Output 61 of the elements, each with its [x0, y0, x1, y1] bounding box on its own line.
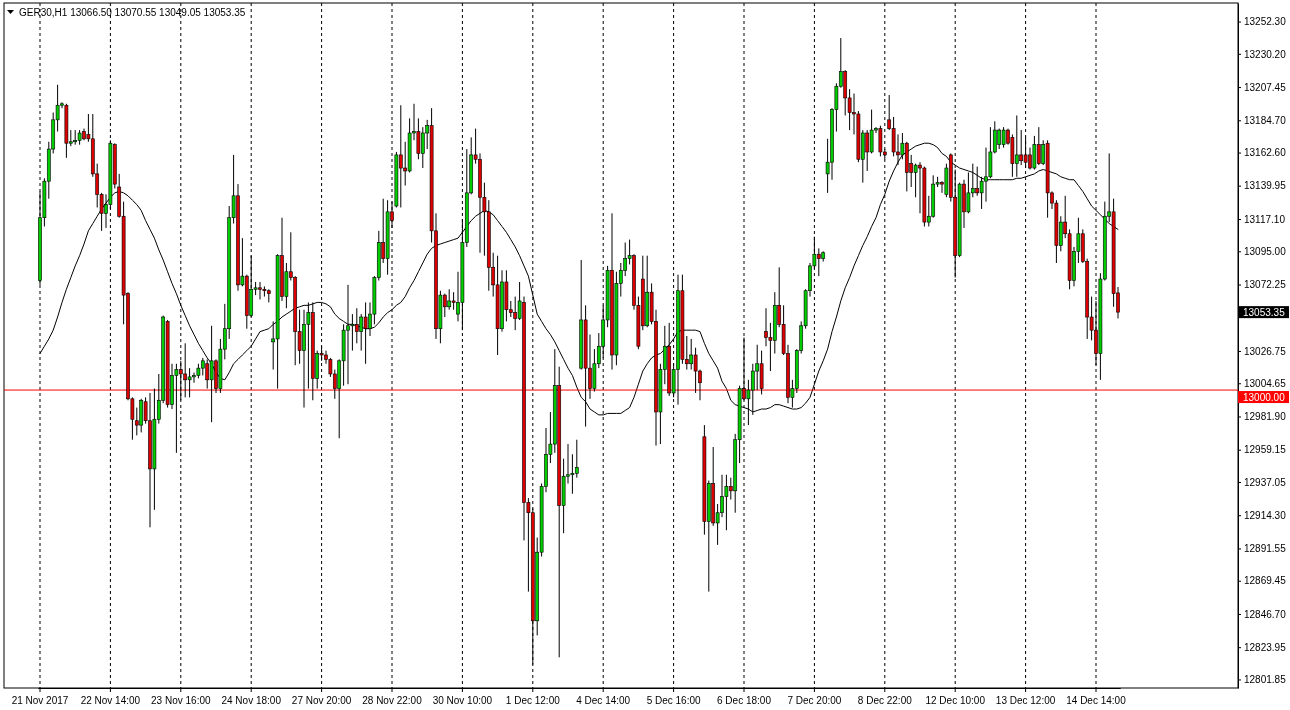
y-tick-label: 13139.95: [1244, 180, 1287, 192]
candlestick: [724, 474, 729, 531]
y-tick-label: 13117.10: [1244, 213, 1286, 225]
y-tick-label: 12914.30: [1244, 509, 1287, 521]
x-tick-label: 30 Nov 10:00: [432, 695, 493, 706]
candlestick: [1001, 126, 1006, 149]
candlestick: [513, 296, 518, 331]
y-tick-label: 12891.55: [1244, 543, 1287, 555]
x-tick-label: 1 Dec 12:00: [505, 695, 561, 706]
y-tick-label: 13026.75: [1244, 345, 1287, 357]
candlestick: [975, 166, 980, 197]
y-tick-label: 13095.00: [1244, 245, 1287, 257]
candlestick: [187, 367, 192, 398]
x-tick-label: 14 Dec 14:00: [1066, 695, 1127, 706]
y-tick-label: 13162.60: [1244, 147, 1287, 159]
candlestick: [420, 126, 425, 169]
y-tick-label: 12937.05: [1244, 476, 1287, 488]
y-tick-label: 12823.95: [1244, 641, 1287, 653]
x-tick-label: 27 Nov 20:00: [291, 695, 352, 706]
x-tick-label: 28 Nov 22:00: [362, 695, 423, 706]
candlestick: [183, 342, 188, 398]
x-tick-label: 6 Dec 18:00: [717, 695, 772, 706]
candlestick: [363, 301, 368, 365]
y-tick-label: 13207.45: [1244, 81, 1287, 93]
y-tick-label: 13230.20: [1244, 48, 1287, 60]
x-tick-label: 13 Dec 12:00: [995, 695, 1056, 706]
y-tick-label: 12959.15: [1244, 444, 1287, 456]
y-tick-label: 13072.25: [1244, 279, 1287, 291]
y-tick-label: 12846.70: [1244, 608, 1287, 620]
x-tick-label: 24 Nov 18:00: [221, 695, 282, 706]
x-tick-label: 8 Dec 22:00: [857, 695, 913, 706]
x-tick-label: 7 Dec 20:00: [787, 695, 842, 706]
candlestick: [205, 358, 210, 390]
candlestick: [816, 247, 821, 277]
candlestick: [262, 285, 267, 298]
y-tick-label: 13184.70: [1244, 114, 1287, 126]
candlestick: [447, 288, 452, 311]
x-tick-label: 21 Nov 2017: [11, 695, 69, 706]
y-tick-label: 13252.30: [1244, 16, 1287, 28]
candlestick: [689, 338, 694, 371]
x-tick-label: 12 Dec 10:00: [925, 695, 986, 706]
ref-line-label: 13000.00: [1243, 392, 1286, 404]
x-tick-label: 23 Nov 16:00: [151, 695, 211, 706]
candlestick: [755, 344, 760, 391]
y-tick-label: 13004.65: [1244, 377, 1287, 389]
x-tick-label: 22 Nov 14:00: [80, 695, 141, 706]
x-tick-label: 5 Dec 16:00: [646, 695, 701, 706]
candlestick: [359, 313, 364, 352]
candlestick: [1036, 126, 1041, 166]
y-tick-label: 12801.85: [1244, 674, 1287, 686]
chart-title: GER30,H1 13066.50 13070.55 13049.05 13053.35: [19, 7, 246, 18]
candlestick: [354, 307, 359, 344]
candlestick: [1019, 129, 1024, 166]
candlestick: [174, 363, 179, 454]
candlestick: [398, 104, 403, 208]
x-tick-label: 4 Dec 14:00: [576, 695, 631, 706]
y-tick-label: 12869.45: [1244, 575, 1287, 587]
candlestick: [574, 439, 579, 479]
y-tick-label: 12981.90: [1244, 411, 1287, 423]
candlestick: [865, 129, 870, 172]
text: 13053.35: [1243, 307, 1286, 319]
